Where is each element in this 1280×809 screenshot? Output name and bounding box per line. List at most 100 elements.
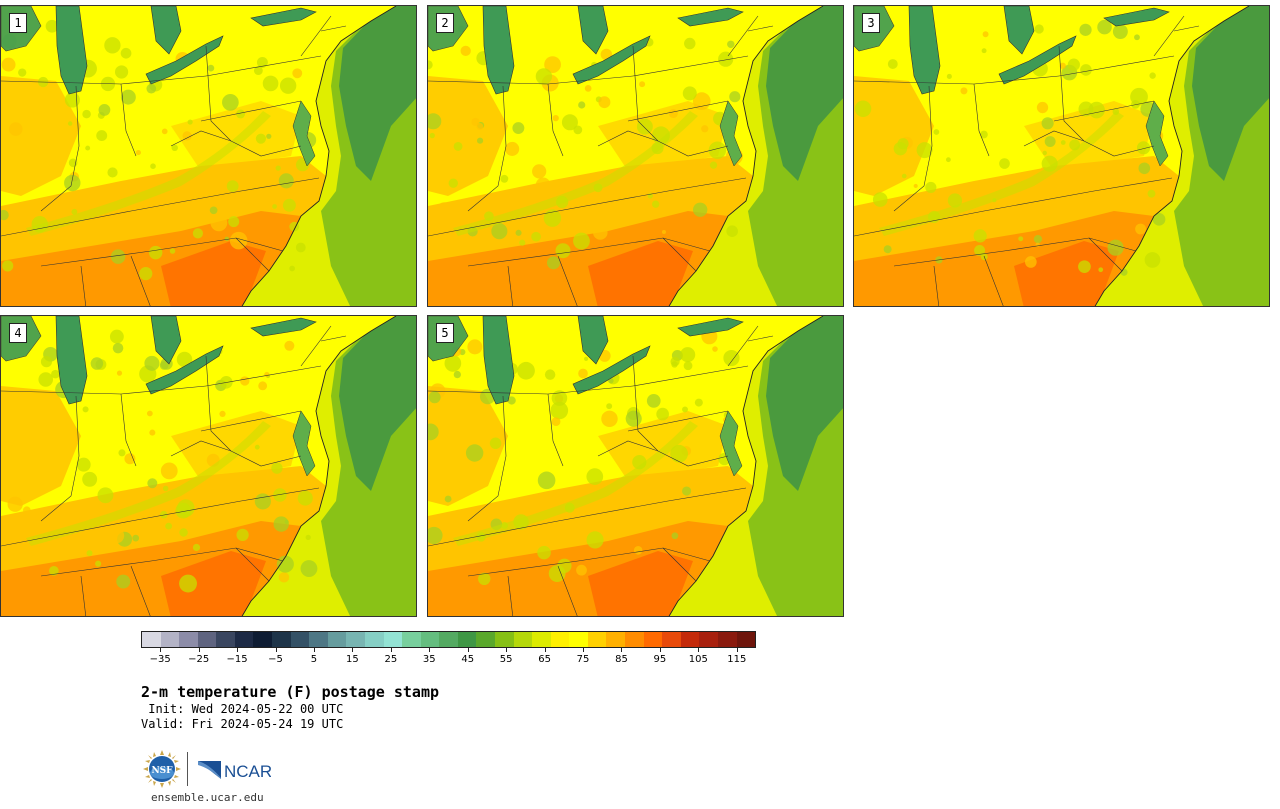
colorbar-segment [197, 632, 217, 647]
temperature-speckle [429, 132, 435, 139]
temperature-speckle [925, 181, 937, 194]
temperature-speckle [535, 177, 551, 193]
temperature-speckle [1059, 62, 1066, 69]
chesapeake-bay [292, 100, 316, 167]
temperature-speckle [104, 37, 121, 54]
state-border [80, 265, 87, 306]
temperature-speckle [45, 19, 59, 33]
temperature-speckle [973, 229, 987, 243]
hottest-region [161, 241, 266, 306]
state-border [130, 255, 151, 306]
temperature-speckle [680, 347, 696, 363]
temperature-speckle [578, 368, 588, 379]
temperature-speckle [555, 243, 571, 259]
colorbar-segment [216, 632, 235, 647]
temperature-speckle [693, 202, 708, 217]
temperature-speckle [112, 342, 124, 354]
temperature-speckle [726, 225, 738, 238]
temperature-speckle [86, 550, 93, 557]
colorbar-tick-label: 115 [727, 654, 747, 665]
colorbar-tick [198, 648, 200, 652]
temperature-speckle [146, 83, 157, 94]
temperature-speckle [236, 528, 249, 541]
temperature-speckle [694, 398, 703, 407]
state-border [200, 410, 302, 432]
colorbar-segment [420, 632, 440, 647]
temperature-speckle [428, 391, 441, 404]
colorbar-tick-label: −25 [188, 654, 210, 665]
temperature-speckle [284, 519, 289, 524]
temperature-speckle [162, 485, 169, 492]
state-border [727, 325, 759, 367]
warm-west-region [854, 76, 934, 196]
colorbar-segment [476, 632, 495, 647]
temperature-speckle [1078, 260, 1091, 273]
temperature-speckle [64, 92, 80, 108]
colorbar-segment [513, 632, 533, 647]
state-border [893, 237, 1137, 267]
temperature-speckle [428, 113, 442, 130]
temperature-speckle [667, 510, 672, 515]
state-border [632, 45, 659, 142]
state-border [300, 15, 332, 57]
temperature-speckle [179, 528, 188, 537]
temperature-speckle [981, 48, 987, 54]
temperature-speckle [110, 249, 126, 264]
warm-west-region [1, 386, 81, 506]
state-border [170, 130, 232, 147]
state-border [40, 85, 80, 212]
state-border [627, 100, 729, 122]
lake-huron [577, 6, 609, 55]
lake-michigan [55, 316, 88, 405]
colorbar-segment [457, 632, 477, 647]
lake-ontario [677, 7, 744, 27]
state-border [747, 25, 774, 32]
colorbar-tick [467, 648, 469, 652]
mountain-cool-band [879, 111, 1124, 236]
temperature-speckle [1097, 19, 1112, 35]
colorbar-segment [290, 632, 310, 647]
lake-erie [998, 35, 1077, 85]
colorbar-tick-label: −35 [149, 654, 171, 665]
state-border [235, 237, 270, 272]
temperature-speckle [228, 216, 240, 228]
panel-number-label: 4 [9, 323, 27, 343]
state-border [130, 565, 151, 616]
temperature-speckle [276, 555, 294, 573]
temperature-speckle [718, 51, 734, 67]
temperature-speckle [639, 81, 646, 88]
temperature-speckle [507, 396, 516, 405]
warm-mid-region [171, 101, 301, 171]
temperature-speckle [428, 526, 443, 545]
state-border [557, 565, 578, 616]
temperature-speckle [606, 403, 613, 410]
state-border [40, 395, 80, 522]
colorbar-segment [717, 632, 737, 647]
lake-michigan [482, 316, 515, 405]
temperature-speckle [946, 73, 952, 79]
state-border [1023, 130, 1085, 147]
state-border [662, 237, 697, 272]
lake-erie [572, 345, 651, 395]
temperature-speckle [683, 361, 693, 371]
colorbar-tick [429, 648, 431, 652]
panel-number-label: 2 [436, 13, 454, 33]
temperature-speckle [519, 239, 526, 246]
temperature-speckle [240, 376, 250, 386]
state-border [205, 355, 232, 452]
state-border [1083, 140, 1155, 157]
temperature-map [1, 316, 416, 616]
temperature-speckle [1078, 101, 1094, 117]
init-time: Init: Wed 2024-05-22 00 UTC [141, 702, 344, 716]
mountain-cool-band [26, 111, 271, 236]
state-border [40, 237, 284, 267]
temperature-speckle [124, 453, 136, 465]
temperature-map [428, 6, 843, 306]
state-border [657, 140, 729, 157]
state-border [1058, 45, 1085, 142]
state-border [933, 265, 940, 306]
temperature-speckle [264, 371, 270, 378]
temperature-speckle [552, 114, 559, 122]
temperature-speckle [544, 56, 561, 73]
temperature-speckle [97, 487, 114, 504]
